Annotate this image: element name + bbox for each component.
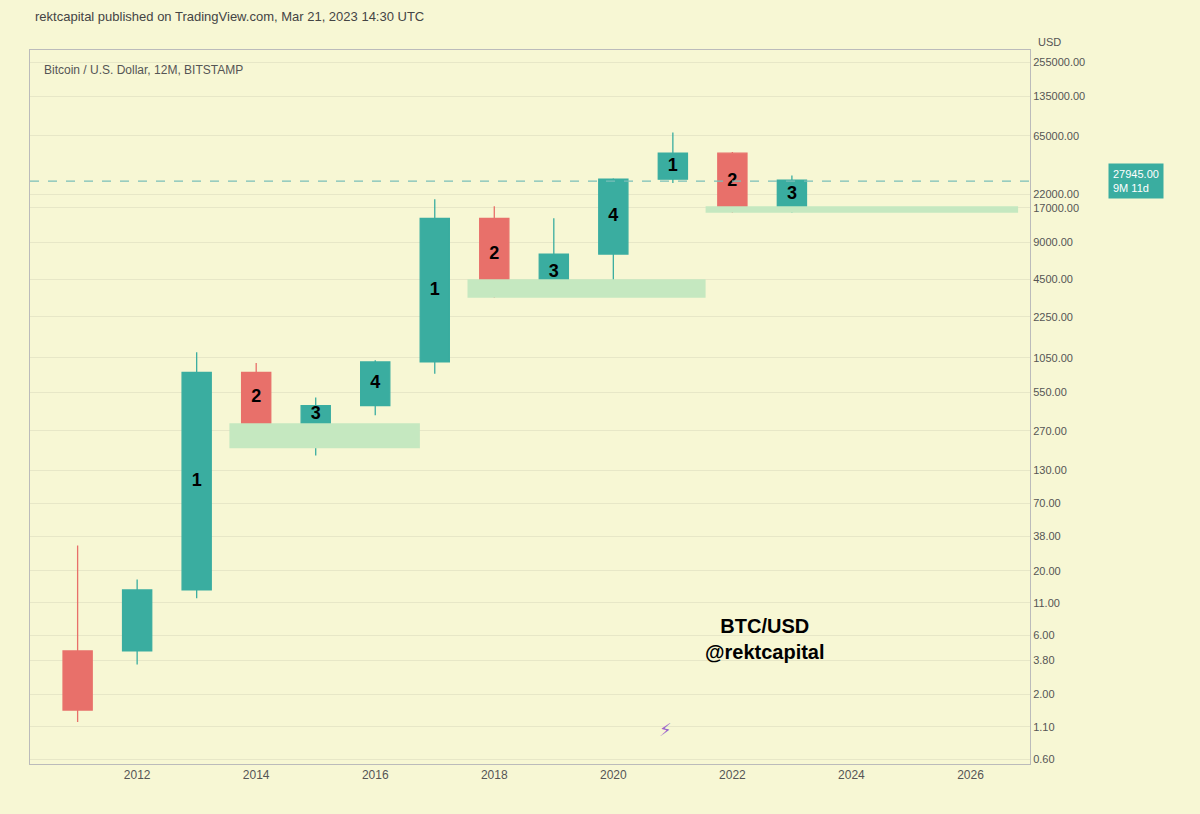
svg-text:2024: 2024 xyxy=(838,768,865,782)
svg-text:22000.00: 22000.00 xyxy=(1033,188,1079,200)
svg-text:255000.00: 255000.00 xyxy=(1033,56,1085,68)
svg-text:9000.00: 9000.00 xyxy=(1033,236,1073,248)
svg-text:2: 2 xyxy=(727,170,737,190)
svg-text:2020: 2020 xyxy=(600,768,627,782)
svg-text:2.00: 2.00 xyxy=(1033,688,1054,700)
svg-text:11.00: 11.00 xyxy=(1033,597,1060,609)
svg-text:270.00: 270.00 xyxy=(1033,425,1067,437)
svg-text:2026: 2026 xyxy=(957,768,984,782)
svg-text:20.00: 20.00 xyxy=(1033,565,1061,577)
svg-text:4500.00: 4500.00 xyxy=(1033,273,1073,285)
svg-text:2250.00: 2250.00 xyxy=(1033,311,1073,323)
svg-text:4: 4 xyxy=(608,205,618,225)
svg-text:1: 1 xyxy=(430,279,440,299)
svg-text:2016: 2016 xyxy=(362,768,389,782)
svg-text:65000.00: 65000.00 xyxy=(1033,130,1079,142)
svg-text:38.00: 38.00 xyxy=(1033,530,1061,542)
svg-text:550.00: 550.00 xyxy=(1033,386,1067,398)
svg-text:rektcapital published on Tradi: rektcapital published on TradingView.com… xyxy=(35,9,424,24)
svg-text:2018: 2018 xyxy=(481,768,508,782)
svg-text:3: 3 xyxy=(311,403,321,423)
svg-text:2012: 2012 xyxy=(124,768,151,782)
svg-text:1.10: 1.10 xyxy=(1033,721,1054,733)
svg-text:130.00: 130.00 xyxy=(1033,464,1067,476)
svg-text:3: 3 xyxy=(787,183,797,203)
svg-text:2014: 2014 xyxy=(243,768,270,782)
svg-text:27945.009M 11d: 27945.009M 11d xyxy=(1113,168,1159,194)
svg-text:1050.00: 1050.00 xyxy=(1033,352,1073,364)
svg-text:2022: 2022 xyxy=(719,768,746,782)
svg-text:⚡: ⚡ xyxy=(659,719,672,740)
svg-text:1: 1 xyxy=(192,470,202,490)
svg-text:Bitcoin / U.S. Dollar, 12M, BI: Bitcoin / U.S. Dollar, 12M, BITSTAMP xyxy=(44,63,243,77)
svg-text:135000.00: 135000.00 xyxy=(1033,90,1085,102)
svg-text:BTC/USD@rektcapital: BTC/USD@rektcapital xyxy=(705,615,825,663)
svg-text:1: 1 xyxy=(668,155,678,175)
svg-text:3.80: 3.80 xyxy=(1033,654,1054,666)
svg-text:4: 4 xyxy=(370,372,380,392)
svg-text:17000.00: 17000.00 xyxy=(1033,202,1079,214)
svg-text:3: 3 xyxy=(549,261,559,281)
svg-text:0.60: 0.60 xyxy=(1033,753,1054,765)
svg-text:70.00: 70.00 xyxy=(1033,497,1061,509)
svg-text:6.00: 6.00 xyxy=(1033,629,1054,641)
svg-text:2: 2 xyxy=(489,243,499,263)
svg-text:2: 2 xyxy=(251,386,261,406)
svg-text:USD: USD xyxy=(1038,36,1061,48)
